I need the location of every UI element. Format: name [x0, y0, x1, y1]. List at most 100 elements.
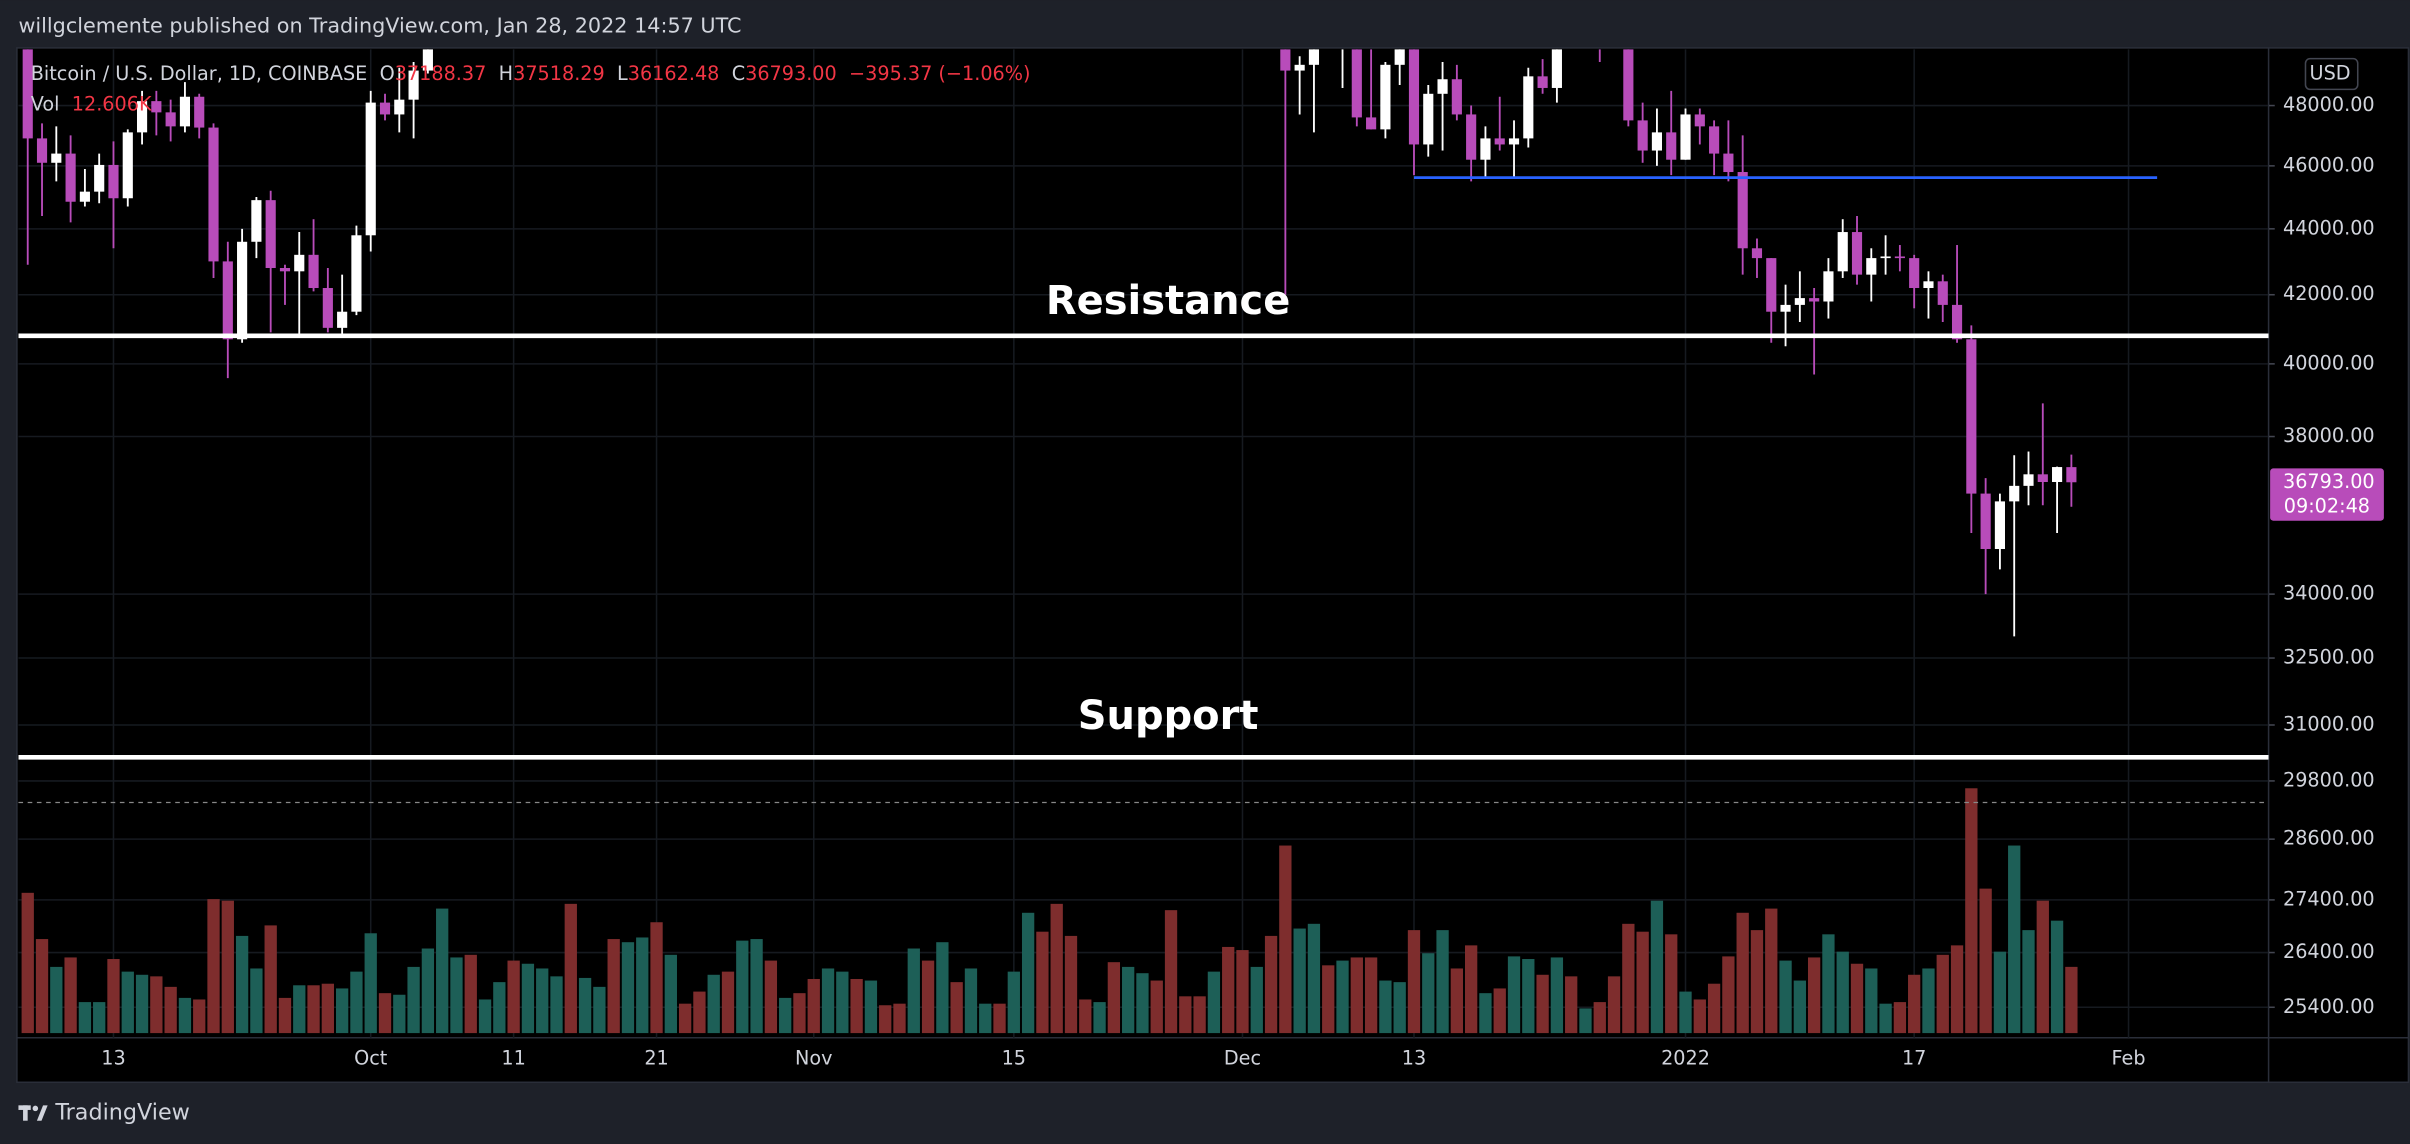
volume-bar — [121, 971, 134, 1034]
countdown: 09:02:48 — [2284, 494, 2370, 517]
candle-body — [1894, 256, 1905, 259]
candle-body — [1966, 339, 1977, 494]
legend-key: L — [617, 62, 628, 85]
volume-bar — [1336, 960, 1349, 1034]
volume-bar — [364, 933, 377, 1034]
annotation: Resistance — [1046, 278, 1290, 324]
volume-bar — [1950, 945, 1964, 1034]
volume-bar — [235, 935, 249, 1034]
volume-bar — [50, 966, 63, 1034]
candle-body — [1866, 258, 1877, 275]
y-tick-label: 29800.00 — [2283, 768, 2375, 791]
volume-bar — [1393, 982, 1406, 1034]
candle-body — [1366, 117, 1377, 130]
candle-body — [222, 261, 233, 340]
volume-bar — [1250, 966, 1263, 1034]
x-tick-label: Feb — [2112, 1047, 2146, 1070]
volume-bar — [1264, 935, 1278, 1034]
candle-body — [1466, 114, 1477, 160]
volume-bar — [1107, 962, 1121, 1034]
volume-bar — [1650, 900, 1664, 1034]
volume-bar — [1807, 957, 1821, 1034]
volume-bar — [1079, 999, 1092, 1034]
volume-bar — [1164, 910, 1178, 1034]
candle-body — [1480, 138, 1491, 160]
currency-box — [2304, 57, 2359, 91]
legend: Bitcoin / U.S. Dollar, 1D, COINBASE O3718… — [31, 62, 1031, 85]
volume-bar — [1179, 996, 1192, 1034]
volume-bar — [621, 942, 635, 1034]
candle-body — [1680, 114, 1691, 160]
volume-bar — [736, 940, 749, 1034]
y-tick-label: 26400.00 — [2283, 940, 2375, 963]
volume-bar — [421, 948, 435, 1034]
x-tick-label: 11 — [501, 1047, 525, 1070]
volume-bar — [1822, 934, 1835, 1034]
volume-bar — [936, 942, 949, 1034]
volume-bar — [393, 994, 406, 1034]
candle-body — [308, 254, 319, 289]
candle-body — [422, 49, 433, 71]
x-tick-label: 17 — [1902, 1047, 1926, 1070]
volume-bar — [2050, 920, 2064, 1034]
volume-bar — [1493, 988, 1506, 1034]
candle-body — [194, 96, 205, 128]
volume-bar — [1665, 934, 1678, 1034]
symbol: Bitcoin / U.S. Dollar, 1D, COINBASE — [31, 62, 368, 85]
candle-body — [265, 200, 276, 269]
candle-body — [1351, 49, 1362, 118]
volume-bar — [464, 954, 477, 1034]
volume-bar — [1922, 968, 1935, 1034]
volume-bar — [1722, 956, 1735, 1034]
volume-bar — [779, 997, 792, 1034]
candle-body — [1694, 114, 1705, 127]
candle-body — [1937, 281, 1948, 305]
volume-bar — [1136, 973, 1149, 1034]
volume-bar — [350, 971, 363, 1034]
annotation: Support — [1078, 693, 1259, 739]
volume-bar — [1993, 951, 2007, 1034]
volume-bar — [921, 960, 935, 1034]
x-tick-label: 21 — [644, 1047, 668, 1070]
candle-body — [1294, 64, 1305, 71]
volume-bar — [35, 939, 49, 1034]
candle-body — [1751, 248, 1763, 259]
volume-name: Vol — [31, 92, 60, 115]
volume-bar — [450, 957, 463, 1034]
candle-body — [1666, 132, 1677, 160]
x-tick-label: Dec — [1224, 1047, 1261, 1070]
candle-body — [1780, 304, 1791, 312]
volume-legend: Vol 12.606K — [31, 92, 152, 115]
candle-body — [394, 99, 405, 115]
volume-bar — [850, 978, 863, 1034]
volume-bar — [1522, 959, 1535, 1034]
volume-bar — [493, 982, 506, 1034]
volume-bar — [1093, 1002, 1106, 1034]
volume-bar — [278, 997, 292, 1034]
candle-body — [237, 241, 248, 340]
volume-bar — [1550, 957, 1564, 1034]
volume-value: 12.606K — [72, 92, 152, 115]
volume-bar — [2036, 900, 2049, 1034]
candle-body — [108, 164, 119, 199]
y-tick-label: 44000.00 — [2283, 216, 2375, 239]
volume-bar — [521, 963, 535, 1034]
candle-body — [1980, 493, 1991, 550]
volume-bar — [1364, 957, 1378, 1034]
volume-bar — [64, 957, 77, 1034]
candle-body — [1394, 49, 1405, 65]
volume-bar — [1779, 960, 1792, 1034]
volume-bar — [664, 954, 677, 1034]
volume-bar — [593, 986, 606, 1034]
volume-bar — [2008, 845, 2021, 1034]
volume-bar — [750, 939, 763, 1034]
candle-body — [136, 101, 148, 133]
candle-body — [1923, 281, 1934, 289]
y-tick-label: 32500.00 — [2283, 646, 2375, 669]
volume-bar — [78, 1002, 92, 1034]
x-tick-label: Oct — [354, 1047, 388, 1070]
legend-value: 37188.37 — [395, 62, 487, 85]
y-tick-label: 48000.00 — [2283, 93, 2375, 116]
last-price-tag — [2270, 468, 2384, 521]
legend-value: 36162.48 — [628, 62, 720, 85]
